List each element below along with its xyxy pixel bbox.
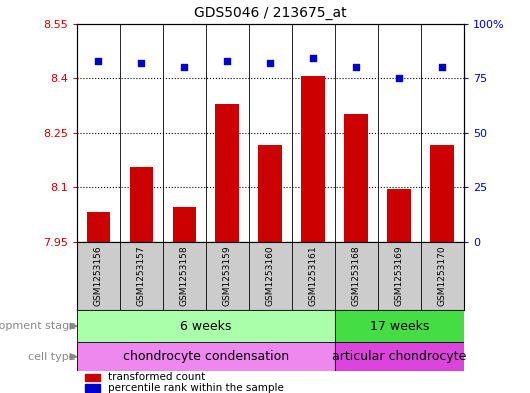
Text: 17 weeks: 17 weeks [369, 320, 429, 333]
Bar [85, 373, 100, 381]
Bar [335, 342, 464, 371]
Bar [302, 76, 325, 242]
Point [266, 60, 275, 66]
Point [309, 55, 317, 62]
Bar [335, 310, 464, 342]
Bar [216, 104, 239, 242]
Text: GSM1253160: GSM1253160 [266, 246, 275, 307]
Text: GSM1253161: GSM1253161 [309, 246, 318, 307]
Text: GSM1253169: GSM1253169 [395, 246, 404, 307]
Bar [259, 145, 282, 242]
Bar [86, 211, 110, 242]
Text: GSM1253159: GSM1253159 [223, 246, 232, 307]
Text: GSM1253156: GSM1253156 [94, 246, 103, 307]
Point [223, 57, 232, 64]
Text: transformed count: transformed count [108, 373, 205, 382]
Bar [387, 189, 411, 242]
Text: GSM1253157: GSM1253157 [137, 246, 146, 307]
Bar [129, 167, 153, 242]
Text: GSM1253170: GSM1253170 [438, 246, 447, 307]
Bar [77, 342, 335, 371]
Point [438, 64, 446, 70]
Text: chondrocyte condensation: chondrocyte condensation [123, 350, 289, 363]
Point [137, 60, 146, 66]
Text: cell type: cell type [29, 352, 76, 362]
Title: GDS5046 / 213675_at: GDS5046 / 213675_at [194, 6, 347, 20]
Point [94, 57, 103, 64]
Bar [85, 384, 100, 392]
Bar [430, 145, 454, 242]
Bar [172, 207, 196, 242]
Text: percentile rank within the sample: percentile rank within the sample [108, 383, 284, 393]
Point [180, 64, 189, 70]
Bar [344, 114, 368, 242]
Text: development stage: development stage [0, 321, 76, 331]
Point [395, 75, 403, 81]
Point [352, 64, 360, 70]
Text: GSM1253168: GSM1253168 [352, 246, 361, 307]
Text: GSM1253158: GSM1253158 [180, 246, 189, 307]
Text: articular chondrocyte: articular chondrocyte [332, 350, 466, 363]
Text: 6 weeks: 6 weeks [180, 320, 232, 333]
Bar [77, 310, 335, 342]
